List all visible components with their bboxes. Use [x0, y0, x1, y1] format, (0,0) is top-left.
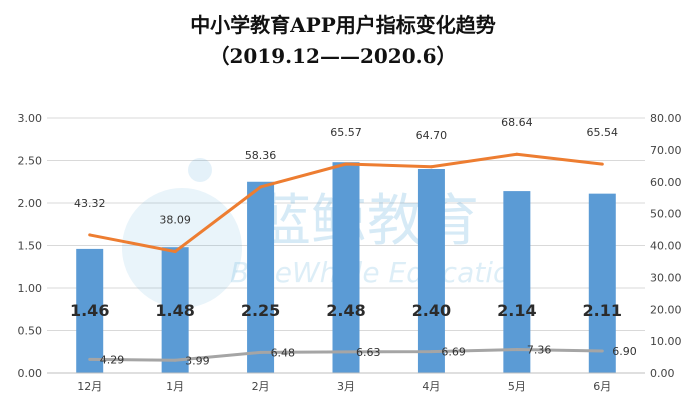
- series-point: [429, 165, 433, 169]
- line-value-label: 38.09: [159, 214, 191, 227]
- bar: [161, 247, 189, 373]
- series-point: [88, 233, 92, 237]
- line-value-label: 43.32: [74, 197, 106, 210]
- line-value-label: 65.57: [330, 126, 362, 139]
- y-right-tick-label: 40.00: [650, 240, 682, 253]
- bar: [503, 191, 531, 373]
- series-point: [429, 350, 433, 354]
- bar-value-label: 2.14: [497, 301, 536, 320]
- series-point: [515, 152, 519, 156]
- series-point: [600, 162, 604, 166]
- y-right-tick-label: 50.00: [650, 208, 682, 221]
- y-left-tick-label: 1.50: [18, 240, 43, 253]
- y-right-tick-label: 60.00: [650, 176, 682, 189]
- watermark-text-en: BlueWhale Education: [230, 256, 528, 289]
- line-value-label: 3.99: [185, 354, 210, 367]
- line-value-label: 65.54: [587, 126, 619, 139]
- bar: [332, 162, 360, 373]
- bar: [417, 169, 445, 373]
- x-tick-label: 4月: [422, 380, 440, 393]
- x-tick-label: 3月: [337, 380, 355, 393]
- bar: [76, 248, 104, 373]
- line-value-label: 68.64: [501, 116, 533, 129]
- series-point: [173, 250, 177, 254]
- line-value-label: 64.70: [416, 129, 448, 142]
- y-right-tick-label: 10.00: [650, 335, 682, 348]
- bar: [247, 181, 275, 373]
- watermark-text-cn: 蓝鲸教育: [255, 189, 479, 254]
- x-tick-label: 6月: [593, 380, 611, 393]
- y-left-tick-label: 2.00: [18, 197, 43, 210]
- x-tick-label: 2月: [252, 380, 270, 393]
- y-right-tick-label: 0.00: [650, 367, 675, 380]
- x-tick-label: 1月: [166, 380, 184, 393]
- bar-series: [76, 162, 616, 373]
- series-point: [259, 185, 263, 189]
- x-tick-label: 12月: [77, 380, 102, 393]
- bar-value-label: 2.25: [241, 301, 280, 320]
- y-left-tick-label: 0.50: [18, 325, 43, 338]
- bar-value-label: 2.11: [583, 301, 622, 320]
- y-right-tick-label: 20.00: [650, 303, 682, 316]
- series-point: [173, 358, 177, 362]
- line-value-label: 6.48: [271, 346, 296, 359]
- series-point: [515, 348, 519, 352]
- line-value-label: 7.36: [527, 344, 552, 357]
- bar-value-label: 2.40: [412, 301, 451, 320]
- line-value-label: 6.90: [612, 345, 637, 358]
- series-point: [88, 357, 92, 361]
- bar-value-label: 1.48: [155, 301, 194, 320]
- chart-title: 中小学教育APP用户指标变化趋势: [190, 13, 496, 37]
- bar: [588, 193, 616, 373]
- series-point: [344, 350, 348, 354]
- watermark-logo-drop: [188, 158, 212, 182]
- line-value-label: 6.63: [356, 346, 381, 359]
- line-value-label: 6.69: [441, 346, 466, 359]
- y-left-tick-label: 1.00: [18, 282, 43, 295]
- y-right-tick-label: 30.00: [650, 271, 682, 284]
- y-right-tick-label: 80.00: [650, 112, 682, 125]
- data-labels: 1.46 1.48 2.25 2.48 2.40 2.14 2.11 43.32 38.09 58…: [70, 116, 637, 367]
- series-point: [600, 349, 604, 353]
- y-left-tick-label: 2.50: [18, 155, 43, 168]
- series-point: [344, 162, 348, 166]
- y-left-tick-label: 3.00: [18, 112, 43, 125]
- y-right-tick-label: 70.00: [650, 144, 682, 157]
- line-value-label: 4.29: [100, 353, 125, 366]
- line-value-label: 58.36: [245, 149, 277, 162]
- line-series: [88, 152, 604, 362]
- chart-subtitle: （2019.12——2020.6）: [209, 44, 456, 68]
- y-left-tick-label: 0.00: [18, 367, 43, 380]
- axes: 0.00 0.50 1.00 1.50 2.00 2.50 3.00 0.00 10.00 20.…: [18, 112, 682, 393]
- bar-value-label: 2.48: [326, 301, 365, 320]
- bar-value-label: 1.46: [70, 301, 109, 320]
- x-tick-label: 5月: [508, 380, 526, 393]
- series-point: [259, 350, 263, 354]
